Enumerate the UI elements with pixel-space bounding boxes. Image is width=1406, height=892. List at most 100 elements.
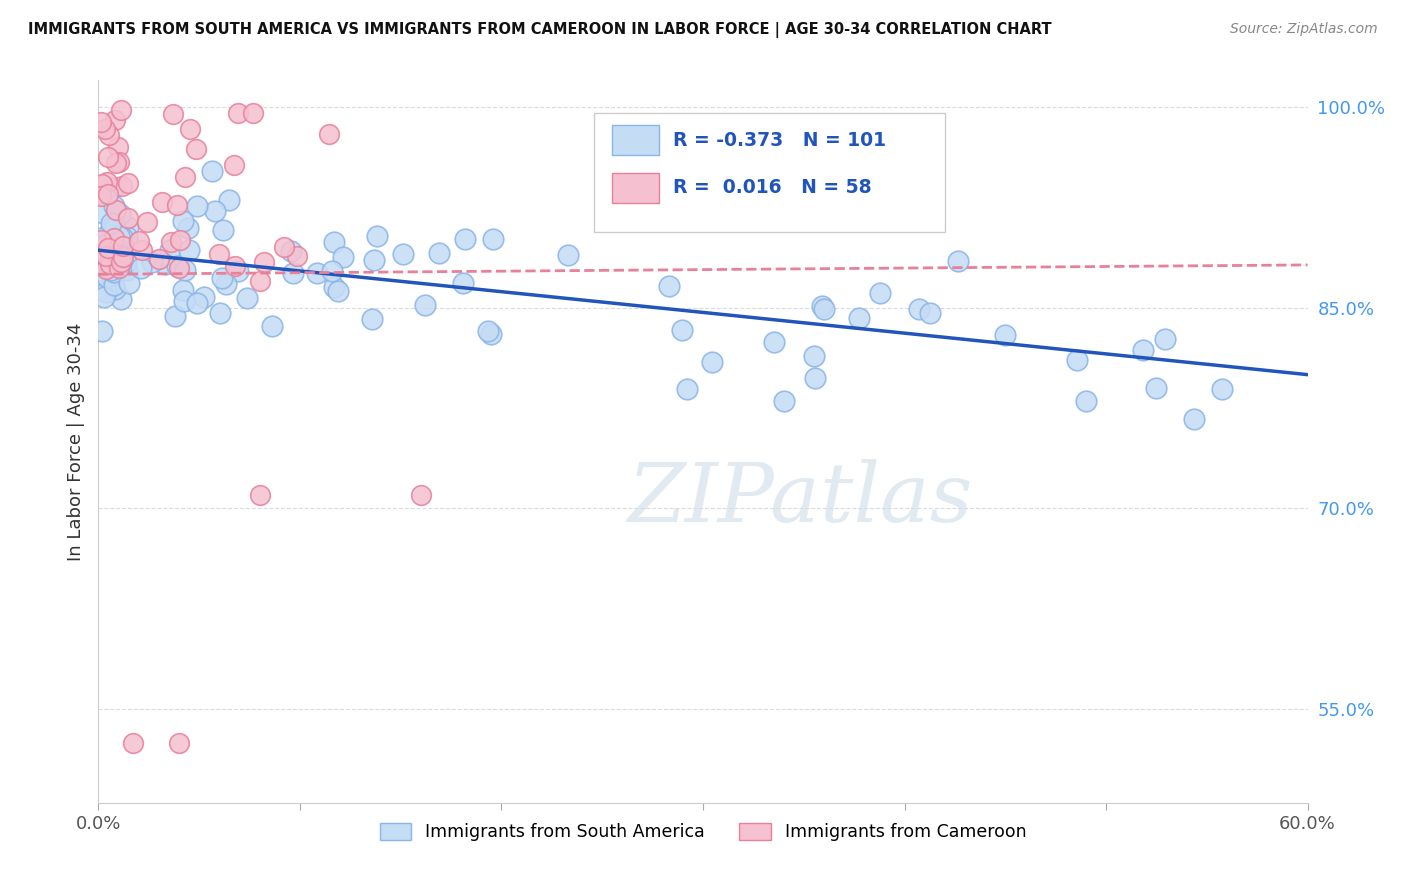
- Text: Source: ZipAtlas.com: Source: ZipAtlas.com: [1230, 22, 1378, 37]
- Point: [204, 204, 226, 219]
- Point: [160, 235, 183, 249]
- Point: [676, 382, 699, 396]
- FancyBboxPatch shape: [613, 173, 659, 203]
- Point: [111, 262, 134, 277]
- Point: [326, 284, 349, 298]
- Point: [90, 177, 112, 191]
- Point: [215, 277, 238, 291]
- Point: [97, 150, 120, 164]
- Point: [121, 735, 143, 749]
- Point: [323, 280, 346, 294]
- Point: [226, 105, 249, 120]
- Point: [813, 302, 835, 317]
- Point: [148, 252, 170, 266]
- Point: [117, 219, 139, 234]
- Point: [90, 231, 112, 245]
- Point: [108, 261, 131, 276]
- Point: [179, 122, 201, 136]
- Point: [323, 235, 346, 249]
- Point: [193, 290, 215, 304]
- Point: [96, 175, 118, 189]
- Point: [159, 243, 181, 257]
- Point: [994, 327, 1017, 342]
- Point: [131, 244, 153, 258]
- Point: [111, 239, 134, 253]
- Point: [305, 266, 328, 280]
- Point: [184, 142, 207, 156]
- Point: [162, 107, 184, 121]
- Point: [1182, 411, 1205, 425]
- Point: [482, 232, 505, 246]
- Point: [110, 103, 132, 117]
- Point: [803, 349, 825, 363]
- Point: [111, 178, 134, 193]
- Point: [90, 233, 112, 247]
- Point: [96, 270, 118, 285]
- Point: [100, 257, 122, 271]
- Point: [869, 285, 891, 300]
- FancyBboxPatch shape: [613, 125, 659, 155]
- Point: [228, 263, 250, 277]
- Point: [212, 223, 235, 237]
- Point: [104, 219, 127, 234]
- Text: IMMIGRANTS FROM SOUTH AMERICA VS IMMIGRANTS FROM CAMEROON IN LABOR FORCE | AGE 3: IMMIGRANTS FROM SOUTH AMERICA VS IMMIGRA…: [28, 22, 1052, 38]
- Point: [224, 259, 246, 273]
- Point: [101, 180, 124, 194]
- Point: [94, 249, 117, 263]
- Point: [172, 214, 194, 228]
- Point: [1132, 343, 1154, 357]
- FancyBboxPatch shape: [595, 112, 945, 232]
- Point: [1211, 382, 1233, 396]
- Point: [136, 215, 159, 229]
- Point: [103, 277, 125, 292]
- Point: [104, 226, 127, 240]
- Point: [172, 283, 194, 297]
- Point: [96, 236, 118, 251]
- Point: [117, 176, 139, 190]
- Point: [153, 257, 176, 271]
- Point: [90, 188, 112, 202]
- Point: [208, 247, 231, 261]
- Point: [104, 112, 127, 127]
- Point: [100, 216, 122, 230]
- Point: [772, 394, 794, 409]
- Point: [273, 240, 295, 254]
- Point: [110, 229, 132, 244]
- Point: [1074, 394, 1097, 409]
- Point: [318, 127, 340, 141]
- Point: [100, 263, 122, 277]
- Point: [110, 255, 132, 269]
- Point: [177, 243, 200, 257]
- Point: [222, 157, 245, 171]
- Point: [100, 221, 122, 235]
- Point: [105, 155, 128, 169]
- Point: [90, 115, 112, 129]
- Point: [91, 206, 114, 220]
- Point: [115, 263, 138, 277]
- Y-axis label: In Labor Force | Age 30-34: In Labor Force | Age 30-34: [66, 322, 84, 561]
- Point: [811, 299, 834, 313]
- Point: [117, 211, 139, 225]
- Point: [163, 309, 186, 323]
- Point: [409, 488, 432, 502]
- Point: [150, 195, 173, 210]
- Point: [104, 203, 127, 218]
- Point: [103, 235, 125, 250]
- Point: [321, 264, 343, 278]
- Point: [280, 244, 302, 258]
- Point: [360, 311, 382, 326]
- Point: [94, 262, 117, 277]
- Point: [166, 198, 188, 212]
- Point: [211, 270, 233, 285]
- Point: [110, 292, 132, 306]
- Point: [115, 230, 138, 244]
- Point: [249, 274, 271, 288]
- Point: [253, 255, 276, 269]
- Point: [167, 260, 190, 275]
- Point: [285, 249, 308, 263]
- Point: [94, 121, 117, 136]
- Point: [167, 735, 190, 749]
- Point: [671, 323, 693, 337]
- Point: [186, 295, 208, 310]
- Point: [97, 241, 120, 255]
